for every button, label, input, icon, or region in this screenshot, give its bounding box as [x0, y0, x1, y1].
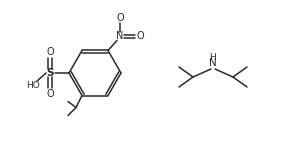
Text: H: H	[210, 52, 216, 62]
Text: N: N	[116, 31, 124, 41]
Text: O: O	[136, 31, 144, 41]
Text: HO: HO	[26, 82, 40, 90]
Text: O: O	[116, 13, 124, 24]
Text: O: O	[46, 89, 54, 99]
Text: O: O	[46, 47, 54, 57]
Text: S: S	[46, 68, 54, 78]
Text: N: N	[209, 58, 217, 68]
